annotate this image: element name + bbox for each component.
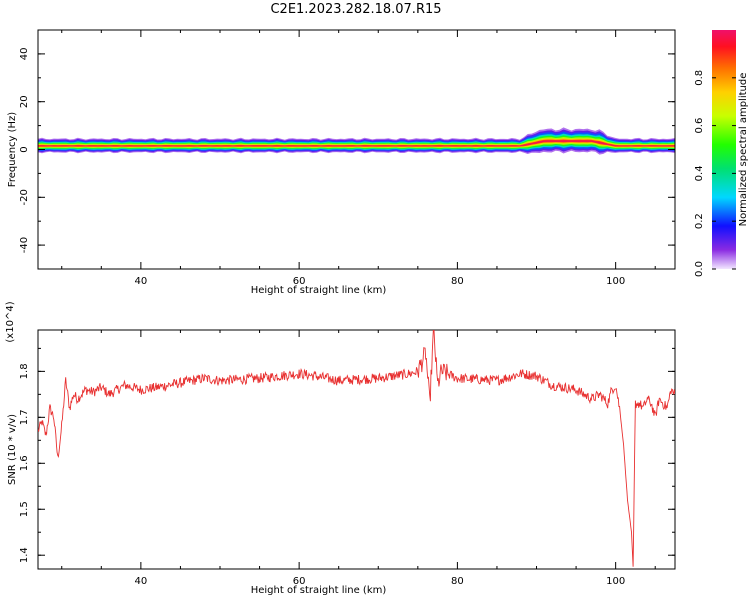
colorbar-tick-label: 0.4 xyxy=(694,165,705,181)
spectrogram-band xyxy=(38,127,675,155)
spectrogram-y-axis-label: Frequency (Hz) xyxy=(7,112,18,188)
snr-frame xyxy=(37,329,676,570)
snr-line xyxy=(38,330,675,567)
snr-y-axis-label: SNR (10 * v/v) xyxy=(7,414,18,485)
spectrogram-y-tick-label: 40 xyxy=(19,48,30,61)
colorbar-tick-label: 0.0 xyxy=(694,261,705,277)
spectrogram-x-tick-label: 80 xyxy=(451,276,464,287)
snr-x-tick-label: 100 xyxy=(606,576,625,587)
snr-y-tick-label: 1.8 xyxy=(19,363,30,379)
spectrogram-y-tick-label: -40 xyxy=(19,237,30,253)
snr-panel: 40 60 80 100 1.4 1.5 1.6 1.7 1.8 Height of straig… xyxy=(5,301,676,596)
spectrogram-y-tick-label: -20 xyxy=(19,189,30,205)
spectrogram-y-tick-label: 20 xyxy=(19,95,30,108)
colorbar-gradient xyxy=(712,30,736,269)
snr-x-axis-label: Height of straight line (km) xyxy=(251,585,387,596)
spectrogram-x-tick-label: 60 xyxy=(293,276,306,287)
snr-y-tick-label: 1.7 xyxy=(19,409,30,425)
snr-x-tick-label: 40 xyxy=(135,576,148,587)
snr-y-tick-label: 1.4 xyxy=(19,547,30,563)
snr-y-tick-label: 1.5 xyxy=(19,501,30,517)
spectrogram-x-axis-label: Height of straight line (km) xyxy=(251,285,387,296)
spectrogram-contour xyxy=(38,140,675,147)
snr-x-tick-label: 60 xyxy=(293,576,306,587)
colorbar-tick-label: 0.8 xyxy=(694,70,705,86)
colorbar: 0.0 0.2 0.4 0.6 0.8 Normalized spectral ampli… xyxy=(694,30,749,277)
snr-y-multiplier: (x10^4) xyxy=(5,301,16,342)
colorbar-label: Normalized spectral amplitude xyxy=(738,73,749,227)
spectrogram-x-tick-label: 40 xyxy=(135,276,148,287)
snr-series xyxy=(38,330,675,567)
colorbar-tick-label: 0.6 xyxy=(694,118,705,134)
spectrogram-x-tick-label: 100 xyxy=(606,276,625,287)
spectrogram-y-tick-label: 0 xyxy=(19,146,30,152)
page-title: C2E1.2023.282.18.07.R15 xyxy=(270,2,442,17)
snr-x-tick-label: 80 xyxy=(451,576,464,587)
spectrogram-panel: 40 60 80 100 -40 -20 0 20 40 Height of straight l… xyxy=(7,29,676,296)
colorbar-tick-label: 0.2 xyxy=(694,213,705,229)
snr-y-tick-label: 1.6 xyxy=(19,455,30,471)
